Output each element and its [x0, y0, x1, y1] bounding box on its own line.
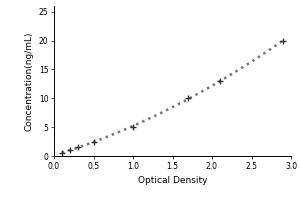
- X-axis label: Optical Density: Optical Density: [138, 176, 207, 185]
- Y-axis label: Concentration(ng/mL): Concentration(ng/mL): [24, 31, 33, 131]
